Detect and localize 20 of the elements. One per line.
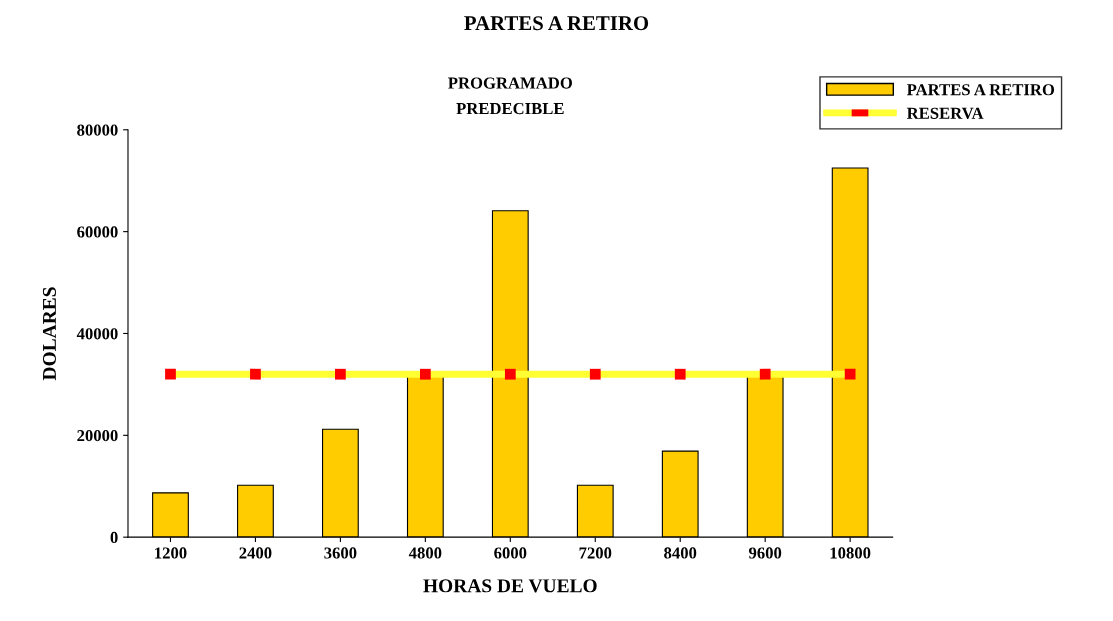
chart-title: PARTES A RETIRO (464, 16, 649, 31)
y-tick-label: 60000 (77, 226, 118, 238)
legend-label: PARTES A RETIRO (906, 84, 1055, 96)
legend-label: RESERVA (906, 107, 984, 119)
x-tick-label: 9600 (748, 547, 782, 559)
x-tick-label: 1200 (155, 547, 187, 559)
x-tick-label: 2400 (239, 547, 272, 559)
x-tick-label: 6000 (494, 547, 527, 559)
y-tick-label: 40000 (76, 328, 118, 340)
chart-subtitle: PROGRAMADO PREDECIBLE (448, 77, 572, 115)
x-tick-label: 3600 (324, 547, 357, 559)
x-axis-title: HORAS DE VUELO (423, 579, 597, 593)
y-tick-label: 0 (110, 531, 118, 544)
x-tick-label: 10800 (830, 547, 871, 559)
x-tick-label: 8400 (664, 547, 697, 559)
x-tick-label: 4800 (408, 547, 442, 559)
y-tick-label: 20000 (77, 430, 118, 442)
y-tick-label: 80000 (77, 124, 118, 136)
x-tick-label: 7200 (579, 547, 612, 559)
y-axis-title: DOLARES (42, 287, 56, 381)
